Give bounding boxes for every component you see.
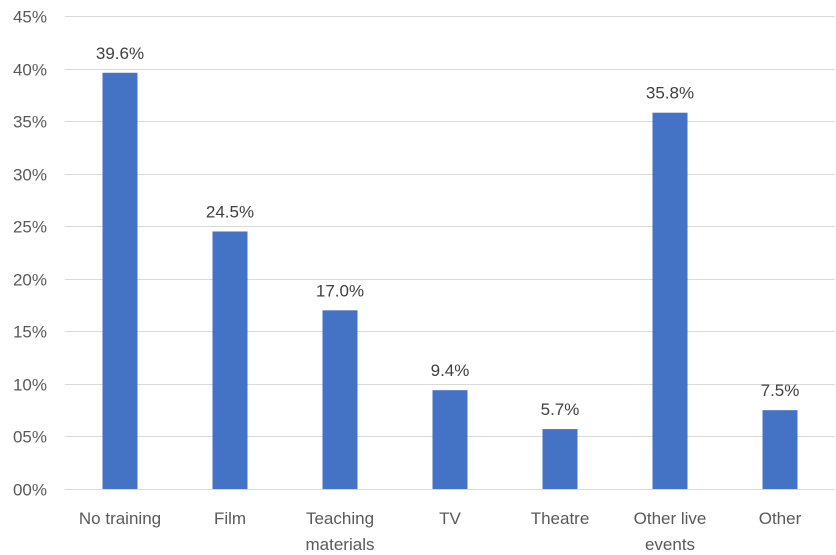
data-label: 24.5% — [206, 202, 254, 221]
category-label-line: No training — [79, 509, 161, 528]
category-label: Other — [759, 509, 802, 528]
y-tick-label: 00% — [13, 481, 47, 500]
bar — [652, 112, 688, 490]
category-label: TV — [439, 509, 461, 528]
category-label-line: events — [645, 535, 695, 554]
y-tick-label: 25% — [13, 218, 47, 237]
data-label: 39.6% — [96, 44, 144, 63]
bar — [212, 231, 248, 489]
bar — [322, 310, 358, 489]
data-labels: 39.6% 24.5% 17.0% 9.4% 5.7% 35.8% 7.5% — [96, 44, 799, 419]
bar — [432, 390, 468, 489]
category-label-line: Other — [759, 509, 802, 528]
bar — [762, 410, 798, 489]
data-label: 35.8% — [646, 84, 694, 103]
bar — [542, 429, 578, 489]
y-axis-tick-labels: 00% 05% 10% 15% 20% 25% 30% 35% 40% 45% — [13, 8, 47, 500]
category-label: Teaching materials — [306, 509, 375, 554]
x-axis-category-labels: No training Film Teaching materials TV Theatr… — [79, 509, 802, 554]
category-label-line: Theatre — [531, 509, 590, 528]
data-label: 17.0% — [316, 281, 364, 300]
category-label: Other live events — [634, 509, 707, 554]
category-label-line: Other live — [634, 509, 707, 528]
y-tick-label: 30% — [13, 166, 47, 185]
category-label-line: materials — [306, 535, 375, 554]
category-label: No training — [79, 509, 161, 528]
category-label-line: Teaching — [306, 509, 374, 528]
bar — [102, 72, 138, 489]
y-tick-label: 40% — [13, 61, 47, 80]
y-tick-label: 45% — [13, 8, 47, 27]
bars — [102, 72, 798, 490]
y-tick-label: 20% — [13, 271, 47, 290]
y-tick-label: 15% — [13, 323, 47, 342]
data-label: 5.7% — [541, 400, 580, 419]
y-tick-label: 35% — [13, 113, 47, 132]
category-label-line: TV — [439, 509, 461, 528]
y-tick-label: 10% — [13, 376, 47, 395]
category-label: Theatre — [531, 509, 590, 528]
data-label: 9.4% — [431, 361, 470, 380]
y-tick-label: 05% — [13, 428, 47, 447]
data-label: 7.5% — [761, 381, 800, 400]
category-label-line: Film — [214, 509, 246, 528]
gridlines — [65, 16, 835, 490]
category-label: Film — [214, 509, 246, 528]
